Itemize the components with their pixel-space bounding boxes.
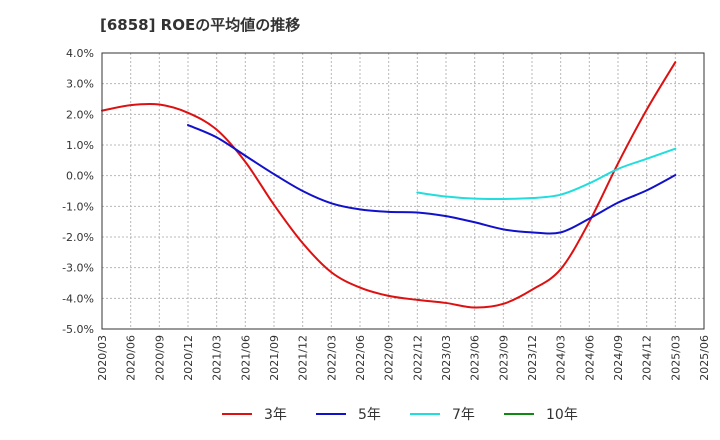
x-tick-label: 2025/06	[698, 335, 711, 381]
x-tick-label: 2022/06	[354, 335, 367, 381]
x-tick-label: 2023/06	[469, 335, 482, 381]
y-axis-tick-labels: 4.0% 3.0% 2.0% 1.0% 0.0% -1.0% -2.0% -3.0% -4.0%…	[62, 47, 94, 336]
x-tick-label: 2020/09	[153, 335, 166, 381]
x-tick-label: 2024/12	[641, 335, 654, 381]
x-tick-label: 2025/03	[669, 335, 682, 381]
x-tick-label: 2024/03	[555, 335, 568, 381]
x-tick-label: 2021/12	[297, 335, 310, 381]
x-tick-label: 2022/12	[411, 335, 424, 381]
x-tick-label: 2023/09	[497, 335, 510, 381]
series-line-1	[187, 124, 677, 235]
x-tick-label: 2024/06	[583, 335, 596, 381]
legend-label-0: 3年	[264, 407, 287, 423]
legend: 3年 5年 7年 10年	[222, 407, 578, 423]
series-line-2	[416, 147, 677, 201]
x-axis-tick-labels: 2020/03 2020/06 2020/09 2020/12 2021/03 2021/…	[96, 335, 711, 381]
series-line-0	[101, 61, 677, 309]
legend-label-2: 7年	[452, 407, 475, 423]
x-tick-label: 2020/03	[96, 335, 109, 381]
x-tick-label: 2024/09	[612, 335, 625, 381]
x-tick-label: 2020/12	[182, 335, 195, 381]
y-tick-label: -5.0%	[62, 323, 94, 336]
x-tick-label: 2022/03	[325, 335, 338, 381]
x-tick-label: 2021/03	[211, 335, 224, 381]
grid-lines	[101, 52, 705, 330]
y-tick-label: 3.0%	[66, 78, 94, 91]
x-tick-label: 2022/09	[383, 335, 396, 381]
y-tick-label: 2.0%	[66, 108, 94, 121]
chart-title: [6858] ROEの平均値の推移	[100, 16, 301, 34]
x-tick-label: 2021/06	[239, 335, 252, 381]
x-tick-label: 2023/12	[526, 335, 539, 381]
y-tick-label: -4.0%	[62, 292, 94, 305]
legend-label-1: 5年	[358, 407, 381, 423]
series-lines	[101, 61, 677, 309]
y-tick-label: -2.0%	[62, 231, 94, 244]
legend-label-3: 10年	[546, 407, 578, 423]
x-tick-label: 2021/09	[268, 335, 281, 381]
y-tick-label: -1.0%	[62, 200, 94, 213]
y-tick-label: 0.0%	[66, 170, 94, 183]
plot-frame	[101, 52, 705, 330]
x-tick-label: 2020/06	[125, 335, 138, 381]
y-tick-label: 1.0%	[66, 139, 94, 152]
y-tick-label: 4.0%	[66, 47, 94, 60]
y-tick-label: -3.0%	[62, 262, 94, 275]
x-tick-label: 2023/03	[440, 335, 453, 381]
